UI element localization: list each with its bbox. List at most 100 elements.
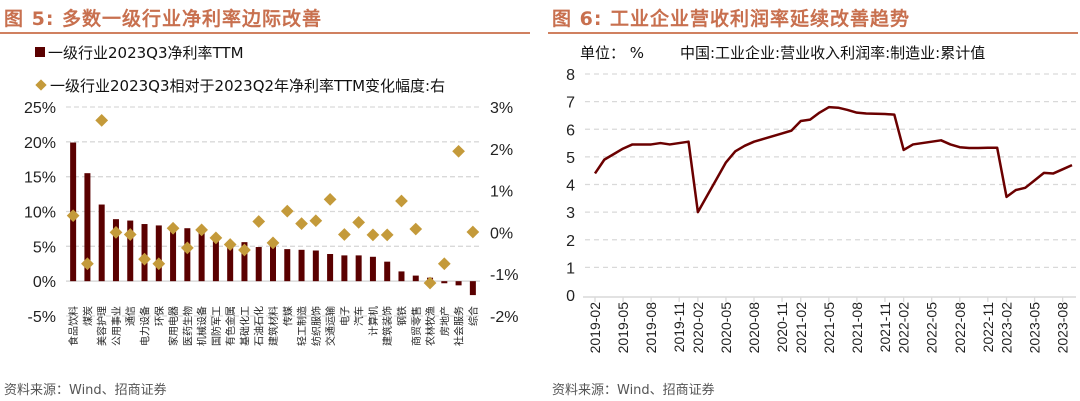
bar [455,281,462,286]
category-label: 房地产 [438,306,451,336]
diamond-marker [280,204,294,218]
bar [270,246,276,282]
diamond-marker [209,231,223,245]
category-label: 有色金属 [224,306,237,346]
bar [241,242,248,282]
bar [298,249,305,282]
bar [412,275,419,282]
left-axis-tick-label: 20% [24,135,56,152]
x-axis-tick-label: 2019-02 [587,302,603,354]
right-figure-panel: 图 6: 工业企业营收利润率延续改善趋势 单位： % 中国:工业企业:营业收入利… [548,0,1080,401]
left-axis-tick-label: 15% [24,170,56,187]
y-axis-tick-label: 7 [566,95,575,112]
bar [284,249,291,282]
y-axis-tick-label: 2 [566,233,575,250]
diamond-marker [252,215,266,228]
bar [312,250,319,282]
bar [341,255,348,282]
legend-label: 一级行业2023Q3净利率TTM [48,44,244,62]
diamond-marker [95,114,109,127]
category-label: 家用电器 [167,306,180,346]
legend-label: 一级行业2023Q3相对于2023Q2年净利率TTM变化幅度:右 [50,77,446,95]
category-label: 轻工制造 [296,306,309,346]
legend-item-bar: 一级行业2023Q3净利率TTM [35,42,244,63]
bar [184,228,191,282]
bar [441,281,448,284]
category-label: 计算机 [367,306,380,336]
category-label: 基础化工 [238,306,251,346]
diamond-marker [352,216,366,229]
right-axis-tick-label: -2% [490,309,518,326]
diamond-marker [266,236,280,250]
x-axis-tick-label: 2023-02 [999,302,1015,354]
bar [227,244,234,282]
diamond-marker [366,228,380,242]
x-axis-tick-label: 2020-08 [746,302,762,354]
x-axis-tick-label: 2023-05 [1027,302,1043,354]
category-label: 公用事业 [110,306,123,346]
diamond-marker [437,257,451,271]
unit-label: 单位： % [580,44,645,62]
bar [127,220,134,282]
bar [170,226,177,282]
diamond-marker [152,257,166,271]
diamond-marker [81,257,94,271]
diamond-marker [138,252,151,266]
series-label: 中国:工业企业:营业收入利润率:制造业:累计值 [680,44,986,62]
diamond-marker [466,225,480,239]
legend-item-diamond: 一级行业2023Q3相对于2023Q2年净利率TTM变化幅度:右 [35,75,445,96]
right-axis-tick-label: 3% [490,100,513,117]
bar [355,255,362,282]
x-axis-tick-label: 2021-08 [849,302,865,354]
title-divider [0,32,530,34]
category-label: 美容护理 [96,306,109,346]
bar [469,281,476,296]
x-axis-tick-label: 2019-05 [615,302,631,354]
diamond-marker [166,221,180,235]
x-axis-tick-label: 2022-02 [896,302,912,354]
left-axis-tick-label: 25% [24,100,56,117]
category-label: 电力设备 [139,306,152,346]
industry-margin-chart: 25% 20% 15% 10% 5% 0% -5% 3% 2% 1% 0% -1% -2% 食品饮料 煤炭美… [24,100,518,346]
diamond-marker [338,228,351,241]
source-note: 资料来源：Wind、招商证券 [4,383,167,398]
category-label: 环保 [153,306,166,326]
bar [212,237,219,282]
left-axis-tick-label: 0% [33,274,56,291]
figure-6-title: 图 6: 工业企业营收利润率延续改善趋势 [552,8,911,30]
figure-5-title: 图 5: 多数一级行业净利率边际改善 [4,8,323,30]
diamond-marker [409,222,423,236]
category-label: 机械设备 [196,306,209,346]
left-axis-tick-label: 5% [33,239,56,256]
diamond-marker [395,194,408,208]
bar [369,256,376,282]
diamond-marker [323,193,337,206]
category-label: 煤炭 [81,306,94,326]
category-label: 汽车 [353,306,366,326]
category-label: 传媒 [282,306,294,326]
bar [98,204,105,282]
diamond-marker [309,214,323,228]
category-label: 电子 [338,306,351,326]
diamond-marker [195,223,208,237]
category-label: 建筑装饰 [381,306,394,346]
x-axis-tick-label: 2020-11 [774,302,790,353]
x-axis-tick-label: 2020-02 [690,302,706,354]
diamond-marker [109,226,123,239]
y-axis-tick-label: 4 [566,178,575,195]
bar [255,247,262,282]
x-axis-tick-label: 2020-05 [718,302,734,354]
category-label: 农林牧渔 [424,306,437,346]
diamond-marker [452,144,465,158]
x-axis-tick-label: 2019-08 [643,302,659,354]
bar [398,271,405,282]
category-label: 交通运输 [324,306,337,346]
title-divider [548,32,1078,34]
category-label: 纺织服饰 [310,306,323,346]
diamond-marker [295,217,308,230]
category-label: 国防军工 [210,306,223,346]
source-note: 资料来源：Wind、招商证券 [552,383,715,398]
x-axis-tick-label: 2021-05 [821,302,837,354]
category-label: 综合 [467,306,480,326]
